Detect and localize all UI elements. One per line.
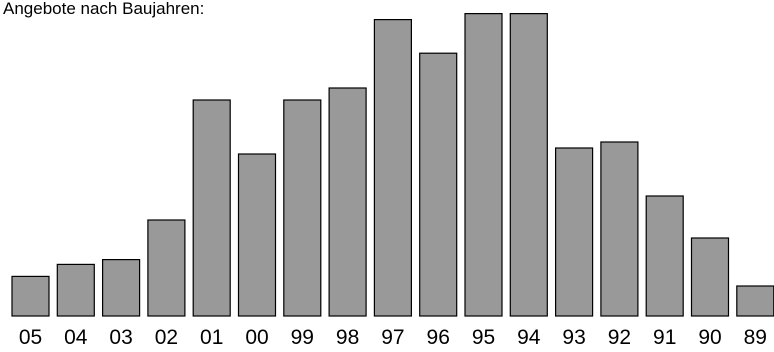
- x-tick-label-96: 96: [427, 326, 450, 349]
- chart-title: Angebote nach Baujahren:: [3, 0, 205, 18]
- x-tick-label-90: 90: [698, 326, 721, 349]
- x-tick-label-93: 93: [562, 326, 585, 349]
- bars-group: [11, 13, 774, 317]
- x-tick-label-97: 97: [381, 326, 404, 349]
- bar-99: [283, 99, 322, 317]
- x-tick-label-94: 94: [517, 326, 541, 349]
- bar-01: [192, 99, 231, 317]
- bar-00: [237, 153, 277, 317]
- x-tick-label-02: 02: [155, 326, 178, 349]
- bar-04: [56, 263, 95, 317]
- bar-92: [600, 141, 639, 317]
- x-tick-label-04: 04: [64, 326, 88, 349]
- bar-98: [328, 87, 367, 317]
- bar-96: [419, 52, 458, 317]
- x-tick-label-89: 89: [744, 326, 767, 349]
- x-tick-label-99: 99: [291, 326, 314, 349]
- bar-91: [645, 195, 684, 317]
- x-tick-label-03: 03: [109, 326, 132, 349]
- bar-93: [554, 147, 594, 317]
- x-tick-label-91: 91: [653, 326, 676, 349]
- x-tick-label-00: 00: [245, 326, 268, 349]
- bar-94: [509, 13, 548, 317]
- bar-05: [11, 275, 50, 317]
- x-tick-label-05: 05: [19, 326, 42, 349]
- bar-03: [101, 259, 141, 317]
- bar-89: [736, 285, 774, 317]
- bar-97: [373, 19, 412, 317]
- x-tick-label-92: 92: [608, 326, 631, 349]
- x-tick-label-01: 01: [200, 326, 223, 349]
- bar-95: [464, 13, 503, 317]
- x-tick-label-95: 95: [472, 326, 495, 349]
- x-tick-labels: 05 04 03 02 01 00 99 98 97 96 95 94 93 92 91 90 89: [19, 326, 767, 349]
- x-tick-label-98: 98: [336, 326, 359, 349]
- bar-90: [690, 237, 730, 317]
- bar-02: [147, 219, 186, 317]
